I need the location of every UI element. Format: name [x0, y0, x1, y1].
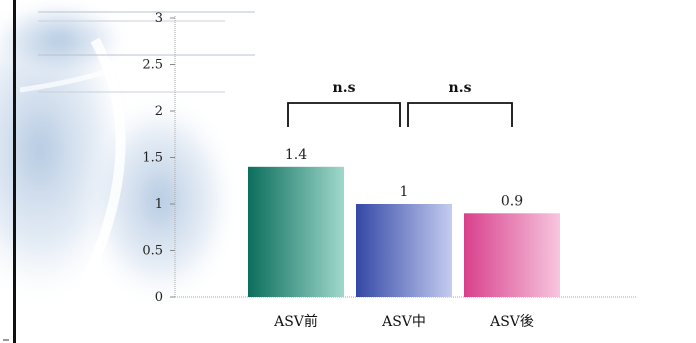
category-label: ASV前 [273, 313, 318, 330]
y-tick-label: 2.5 [142, 58, 163, 73]
category-label: ASV中 [381, 314, 426, 330]
background-decoration [0, 0, 255, 343]
significance-label: n.s [449, 80, 472, 96]
y-tick-label: 0.5 [142, 244, 163, 259]
y-tick-label: 2 [155, 104, 163, 119]
data-label: 1 [400, 184, 409, 200]
significance-brackets: n.s n.s [287, 80, 513, 127]
bar [248, 166, 344, 297]
category-label: ASV後 [489, 314, 534, 330]
significance-bracket [287, 102, 401, 127]
data-label: 0.9 [501, 193, 523, 209]
y-tick-label: 1 [155, 197, 163, 212]
y-tick-label: 0 [155, 290, 163, 305]
significance-label: n.s [333, 80, 356, 96]
bars: 1.4 ASV前 1 ASV中 0.9 ASV後 [248, 147, 560, 330]
y-ticks: 0 0.5 1 1.5 2 2.5 3 [142, 11, 175, 305]
bar [464, 213, 560, 297]
significance-bracket [407, 102, 513, 127]
data-label: 1.4 [285, 147, 307, 163]
y-tick-label: 1.5 [142, 151, 163, 166]
y-tick-label: 3 [155, 11, 163, 26]
bar [356, 204, 452, 297]
